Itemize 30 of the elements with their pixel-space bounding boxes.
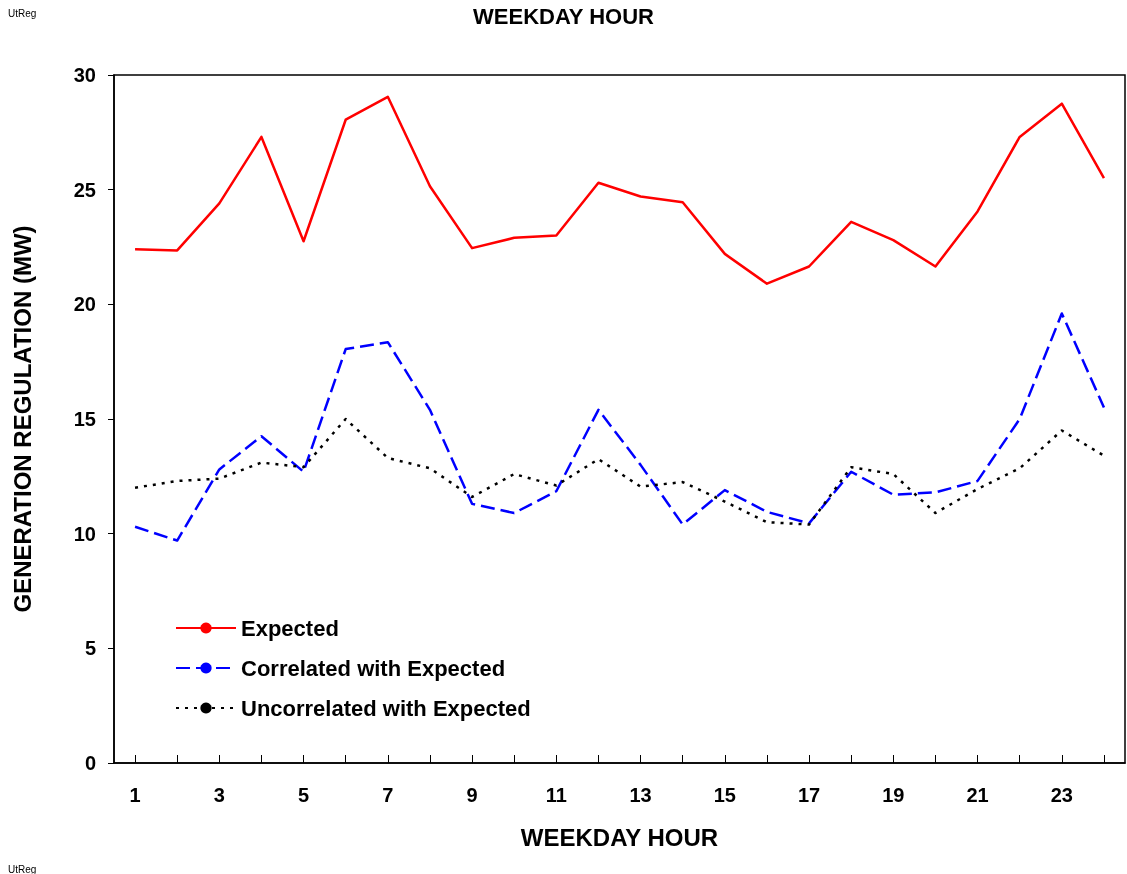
x-tick-label: 5 [298, 784, 310, 806]
x-tick-label: 17 [797, 784, 821, 806]
legend-label: Uncorrelated with Expected [241, 695, 531, 721]
x-tick-label: 9 [466, 784, 478, 806]
x-tick-label: 13 [629, 784, 652, 806]
text: UtReg [8, 863, 37, 874]
y-tick-label: 25 [73, 178, 96, 201]
x-tick-label: 23 [1050, 784, 1073, 806]
line-series [133, 95, 1106, 285]
x-tick-label: 1 [129, 784, 141, 806]
chart-title: WEEKDAY HOUR [473, 3, 655, 29]
line-series [133, 417, 1106, 526]
y-tick-label: 30 [73, 64, 96, 86]
x-tick-label: 15 [713, 784, 736, 806]
y-axis-title: GENERATION REGULATION (MW) [8, 225, 36, 613]
line-series [133, 312, 1106, 542]
x-tick-label: 7 [382, 784, 394, 806]
legend-label: Correlated with Expected [241, 655, 506, 681]
x-tick-label: 19 [882, 784, 905, 806]
x-tick-label: 3 [213, 784, 225, 806]
x-tick-label: 11 [545, 784, 567, 806]
y-tick-label: 10 [73, 522, 96, 545]
text: UtReg [8, 7, 37, 19]
y-tick-label: 20 [73, 293, 96, 316]
x-axis-title: WEEKDAY HOUR [520, 823, 719, 851]
x-tick-label: 21 [966, 784, 989, 806]
legend-label: Expected [241, 615, 339, 641]
y-tick-label: 15 [73, 408, 96, 430]
y-tick-label: 0 [84, 752, 96, 774]
y-tick-label: 5 [84, 637, 96, 660]
